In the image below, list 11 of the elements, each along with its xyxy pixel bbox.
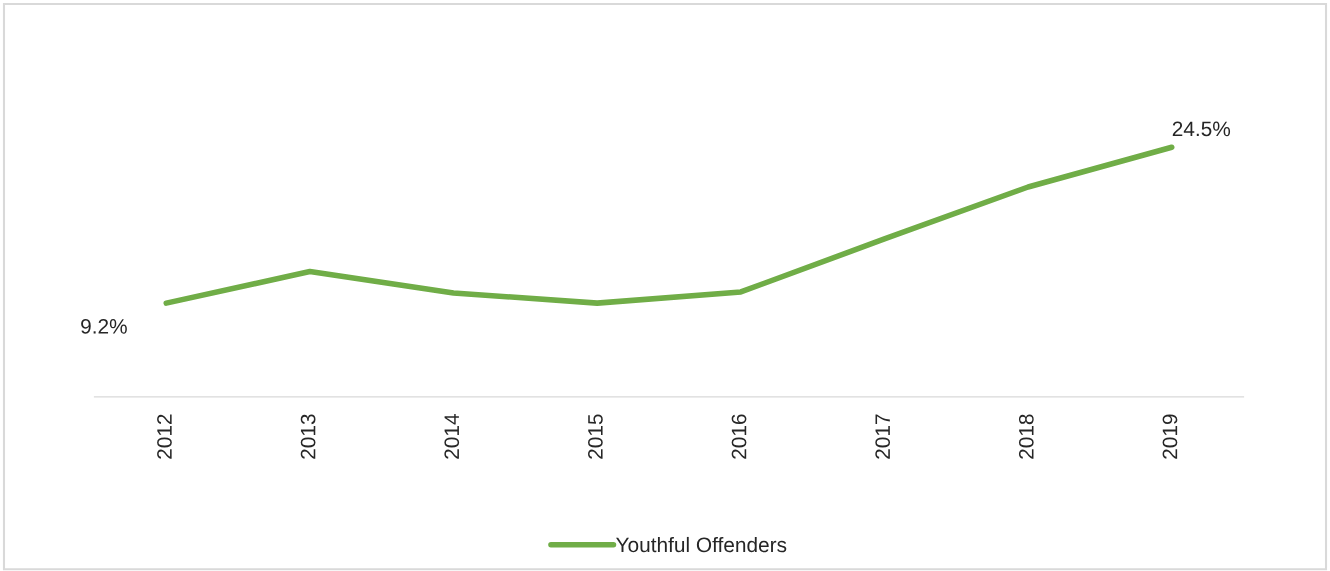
x-tick-label: 2012	[157, 414, 172, 459]
x-tick-label: 2017	[875, 414, 891, 459]
data-label: 24.5%	[1172, 121, 1231, 137]
x-tick-label: 2018	[1018, 414, 1034, 459]
data-label: 9.2%	[81, 318, 127, 334]
x-tick-label: 2015	[588, 414, 603, 459]
legend-label: Youthful Offenders	[616, 536, 787, 553]
x-tick-label: 2019	[1162, 414, 1178, 459]
x-tick-label: 2014	[444, 414, 460, 459]
x-tick-label: 2016	[731, 414, 747, 459]
x-tick-label: 2013	[300, 414, 316, 459]
